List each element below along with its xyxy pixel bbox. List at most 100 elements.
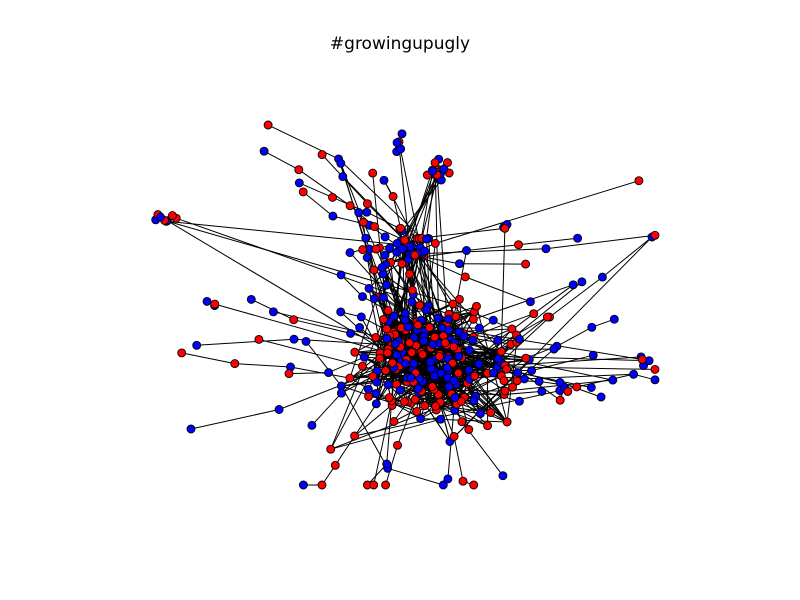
graph-edge <box>302 191 334 217</box>
graph-node-blue <box>609 314 619 324</box>
graph-edge <box>164 219 454 305</box>
graph-node-red <box>369 480 379 490</box>
graph-edge <box>311 392 342 426</box>
graph-node-red <box>514 240 523 250</box>
graph-node-blue <box>428 166 437 176</box>
graph-node-red <box>500 386 510 396</box>
graph-edge <box>366 211 401 230</box>
graph-node-red <box>431 401 441 411</box>
graph-node-blue <box>268 307 278 317</box>
graph-node-red <box>177 348 187 358</box>
graph-edge <box>342 176 405 241</box>
graph-node-blue <box>361 233 371 243</box>
graph-edge <box>460 401 470 430</box>
graph-node-red <box>430 332 440 342</box>
graph-node-blue <box>549 344 559 354</box>
graph-node-red <box>345 373 355 383</box>
graph-node-blue <box>356 312 366 322</box>
graph-node-blue <box>364 283 374 293</box>
graph-node-red <box>382 324 392 334</box>
graph-node-blue <box>156 212 165 222</box>
graph-node-blue <box>468 335 478 345</box>
graph-node-blue <box>301 336 311 346</box>
graph-node-red <box>521 353 531 363</box>
graph-node-red <box>383 306 393 316</box>
graph-node-red <box>350 431 360 441</box>
graph-node-blue <box>192 340 202 350</box>
graph-node-red <box>400 235 410 245</box>
graph-edge <box>196 338 295 346</box>
graph-node-red <box>521 259 531 269</box>
graph-node-blue <box>514 396 524 406</box>
graph-node-blue <box>493 336 503 345</box>
node-layer <box>151 120 660 490</box>
graph-node-red <box>384 393 394 403</box>
graph-node-red <box>637 355 647 364</box>
graph-node-blue <box>371 399 381 409</box>
graph-node-blue <box>534 376 544 386</box>
graph-node-blue <box>442 363 452 373</box>
graph-node-blue <box>380 250 390 260</box>
graph-node-blue <box>629 369 639 379</box>
graph-edge <box>393 263 403 317</box>
graph-node-red <box>317 480 327 490</box>
graph-node-red <box>254 334 264 344</box>
graph-node-blue <box>436 414 446 424</box>
graph-edge <box>435 180 640 244</box>
graph-edge <box>602 236 653 278</box>
graph-edge <box>392 196 402 229</box>
graph-node-blue <box>307 420 317 430</box>
graph-node-blue <box>396 144 406 154</box>
graph-node-blue <box>420 246 430 256</box>
graph-node-red <box>468 314 478 324</box>
edge-layer <box>155 124 656 486</box>
graph-node-blue <box>398 244 407 254</box>
graph-node-blue <box>328 211 338 221</box>
graph-edge <box>453 436 464 482</box>
graph-node-blue <box>555 378 565 387</box>
graph-node-red <box>427 382 437 392</box>
graph-node-red <box>358 217 368 227</box>
graph-node-red <box>412 406 422 416</box>
graph-node-blue <box>422 305 431 315</box>
graph-node-blue <box>345 248 355 258</box>
graph-edge <box>214 303 388 354</box>
graph-node-red <box>507 324 517 334</box>
graph-node-blue <box>407 297 417 307</box>
graph-node-red <box>379 314 388 324</box>
graph-node-blue <box>385 243 395 253</box>
graph-node-red <box>430 158 440 168</box>
graph-node-red <box>469 480 479 490</box>
graph-node-red <box>388 192 398 201</box>
graph-edge <box>288 372 329 375</box>
graph-node-red <box>350 347 360 357</box>
graph-node-blue <box>422 234 431 244</box>
graph-edge <box>465 276 531 303</box>
graph-node-red <box>370 222 379 232</box>
graph-node-red <box>440 338 450 348</box>
graph-node-blue <box>493 354 503 364</box>
graph-edge <box>516 281 583 336</box>
graph-node-red <box>405 338 414 348</box>
graph-node-red <box>483 421 493 431</box>
graph-edge <box>328 356 365 374</box>
graph-node-red <box>358 245 368 255</box>
graph-node-blue <box>186 424 196 434</box>
graph-edge <box>340 311 401 367</box>
graph-node-red <box>555 395 565 405</box>
graph-edge <box>533 284 574 315</box>
graph-edge <box>556 326 593 347</box>
graph-node-blue <box>450 393 460 403</box>
graph-node-blue <box>525 297 535 307</box>
graph-node-red <box>572 382 582 392</box>
graph-edge <box>422 248 547 255</box>
graph-node-red <box>317 150 327 160</box>
graph-node-red <box>230 359 240 369</box>
graph-node-red <box>413 320 423 330</box>
graph-node-red <box>425 323 434 332</box>
graph-node-red <box>383 348 393 358</box>
graph-node-red <box>451 312 461 322</box>
graph-node-blue <box>246 294 256 304</box>
graph-edge <box>354 373 634 437</box>
